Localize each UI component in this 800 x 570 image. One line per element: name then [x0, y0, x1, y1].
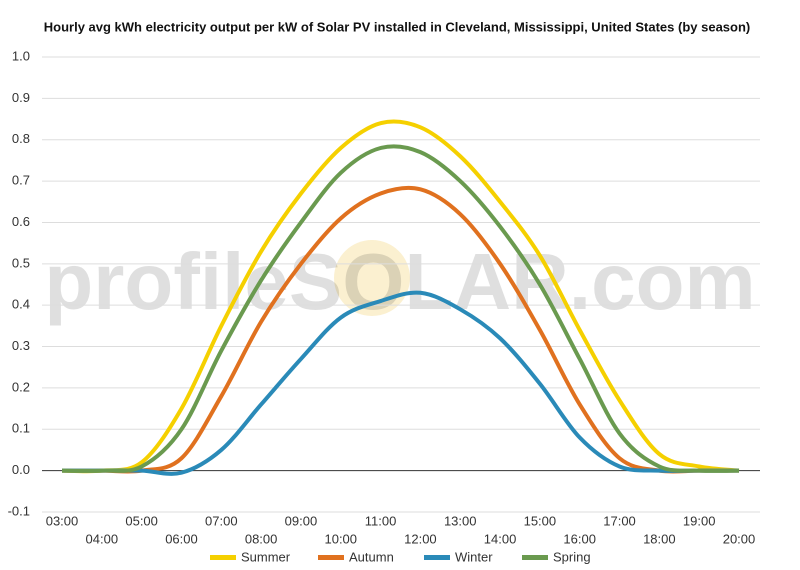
x-tick-label: 15:00 [524, 513, 557, 528]
x-tick-label: 10:00 [324, 531, 357, 546]
x-tick-label: 20:00 [723, 531, 756, 546]
series-line [61, 119, 740, 474]
legend-swatch [424, 555, 450, 560]
legend-swatch [210, 555, 236, 560]
x-tick-label: 09:00 [285, 513, 318, 528]
y-tick-label: 0.5 [12, 255, 30, 270]
chart-title: Hourly avg kWh electricity output per kW… [44, 19, 751, 34]
x-tick-label: 13:00 [444, 513, 477, 528]
legend-swatch [318, 555, 344, 560]
y-tick-label: 0.8 [12, 131, 30, 146]
legend-label: Summer [241, 549, 291, 564]
x-tick-label: 11:00 [365, 513, 397, 528]
x-tick-label: 19:00 [683, 513, 716, 528]
x-tick-label: 18:00 [643, 531, 676, 546]
x-tick-label: 03:00 [46, 513, 79, 528]
x-tick-label: 14:00 [484, 531, 517, 546]
y-tick-label: 0.7 [12, 173, 30, 188]
x-tick-label: 08:00 [245, 531, 278, 546]
y-tick-label: 0.4 [12, 297, 30, 312]
x-tick-label: 16:00 [563, 531, 596, 546]
y-tick-label: 1.0 [12, 48, 30, 63]
legend-label: Winter [455, 549, 493, 564]
legend-swatch [522, 555, 548, 560]
legend-label: Spring [553, 549, 591, 564]
x-tick-label: 06:00 [165, 531, 198, 546]
x-tick-label: 17:00 [603, 513, 636, 528]
legend-label: Autumn [349, 549, 394, 564]
y-tick-label: 0.0 [12, 462, 30, 477]
y-tick-label: 0.1 [12, 421, 30, 436]
watermark: profileSOLAR.com [44, 237, 755, 326]
y-tick-label: 0.3 [12, 338, 30, 353]
y-tick-label: 0.9 [12, 90, 30, 105]
x-tick-label: 05:00 [125, 513, 158, 528]
y-tick-label: 0.2 [12, 379, 30, 394]
series-line [61, 144, 740, 473]
x-tick-label: 12:00 [404, 531, 437, 546]
x-tick-label: 04:00 [86, 531, 119, 546]
y-tick-label: 0.6 [12, 214, 30, 229]
series-line [61, 290, 739, 476]
y-tick-label: -0.1 [8, 503, 30, 518]
x-tick-label: 07:00 [205, 513, 238, 528]
series-line [61, 185, 739, 474]
